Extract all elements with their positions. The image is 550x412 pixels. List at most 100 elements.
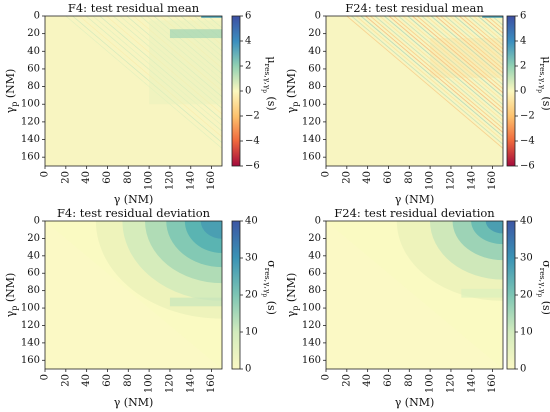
plot-frame <box>44 15 223 167</box>
y-tick-label: 60 <box>27 63 40 74</box>
x-tick-label: 140 <box>185 374 196 393</box>
colorbar-tick-label: −6 <box>245 161 260 172</box>
heatmap-streak <box>153 16 222 75</box>
x-axis-label: γ (NM) <box>114 193 154 206</box>
heatmap-streak <box>126 16 222 98</box>
y-tick-label: 60 <box>27 268 40 279</box>
x-tick-label: 80 <box>123 171 134 184</box>
heatmap-band <box>430 38 503 78</box>
y-tick-label: 40 <box>27 250 40 261</box>
heatmap-streak <box>487 16 503 30</box>
y-tick-label: 100 <box>302 303 321 314</box>
heatmap-streak <box>482 16 503 34</box>
chart-title: F24: test residual mean <box>345 1 484 15</box>
heatmap-lower <box>45 221 222 369</box>
heatmap-band <box>482 16 503 18</box>
x-tick-label: 0 <box>321 374 332 380</box>
heatmap-band <box>200 221 222 239</box>
chart-title: F4: test residual deviation <box>57 206 211 220</box>
x-tick-label: 140 <box>466 171 477 190</box>
y-axis-label: γp (NM) <box>285 273 300 318</box>
y-tick-label: 160 <box>21 355 40 366</box>
colorbar-tick-label: 0 <box>520 86 526 97</box>
heatmap-cells <box>45 221 222 369</box>
y-tick-label: 0 <box>315 11 321 22</box>
colorbar-tick-label: −4 <box>245 136 260 147</box>
heatmap-streak <box>379 16 503 121</box>
heatmap-band <box>169 29 222 39</box>
colorbar-tick-label: 2 <box>245 61 251 72</box>
y-tick-label: 140 <box>21 337 40 348</box>
y-tick-label: 120 <box>21 320 40 331</box>
chart-title: F24: test residual deviation <box>334 206 495 220</box>
y-tick-label: 120 <box>302 320 321 331</box>
heatmap-streak <box>160 16 222 69</box>
colorbar-tick-label: 4 <box>245 36 251 47</box>
x-tick-label: 80 <box>404 171 415 184</box>
heatmap-streak <box>351 16 503 145</box>
x-tick-label: 20 <box>60 374 71 387</box>
colorbar-tick-label: 10 <box>520 327 533 338</box>
heatmap-streak <box>99 16 222 120</box>
heatmap-streak <box>355 16 503 141</box>
x-tick-label: 0 <box>40 171 51 177</box>
colorbar <box>232 221 240 369</box>
y-tick-label: 20 <box>27 28 40 39</box>
y-tick-label: 120 <box>302 116 321 127</box>
y-tick-label: 80 <box>308 285 321 296</box>
colorbar-tick-label: 6 <box>245 11 251 22</box>
y-tick-label: 140 <box>302 134 321 145</box>
heatmap-streak <box>346 16 503 149</box>
heatmap-band <box>485 221 503 234</box>
x-tick-label: 160 <box>487 171 498 190</box>
y-tick-label: 20 <box>308 233 321 244</box>
heatmap-streak <box>369 16 503 129</box>
colorbar-tick-label: 2 <box>520 61 526 72</box>
y-tick-label: 40 <box>27 46 40 57</box>
y-axis-label: γp (NM) <box>4 273 19 318</box>
heatmap-streak <box>473 16 503 42</box>
heatmap-streak <box>444 16 503 66</box>
y-tick-label: 20 <box>27 233 40 244</box>
heatmap-streak <box>412 16 503 94</box>
x-tick-label: 20 <box>341 374 352 387</box>
colorbar-label: μres,γ,γp (s) <box>261 56 278 110</box>
colorbar-tick-label: 10 <box>245 327 258 338</box>
colorbar-tick-label: 4 <box>520 36 526 47</box>
y-tick-label: 60 <box>308 63 321 74</box>
y-tick-label: 0 <box>315 216 321 227</box>
colorbar-tick-label: 0 <box>245 86 251 97</box>
x-tick-label: 40 <box>81 374 92 387</box>
heatmap-band <box>169 297 222 307</box>
heatmap-streak <box>119 16 222 103</box>
x-tick-label: 160 <box>487 374 498 393</box>
x-axis-label: γ (NM) <box>395 193 435 206</box>
y-tick-label: 60 <box>308 268 321 279</box>
colorbar <box>507 16 515 166</box>
plot-frame <box>325 15 504 167</box>
heatmap-streak <box>430 16 503 78</box>
heatmap-streak <box>421 16 503 86</box>
chart-title: F4: test residual mean <box>68 1 200 15</box>
heatmap-streak <box>112 16 222 109</box>
heatmap-streak <box>458 16 503 54</box>
x-axis-label: γ (NM) <box>395 396 435 409</box>
heatmap-band <box>201 16 222 18</box>
x-tick-label: 80 <box>404 374 415 387</box>
y-tick-label: 80 <box>27 285 40 296</box>
x-tick-label: 120 <box>164 374 175 393</box>
colorbar-tick-label: 40 <box>245 216 258 227</box>
y-tick-label: 100 <box>302 99 321 110</box>
x-tick-label: 160 <box>206 171 217 190</box>
y-tick-label: 160 <box>302 152 321 163</box>
heatmap-streak <box>140 16 222 86</box>
colorbar <box>507 221 515 369</box>
y-tick-label: 160 <box>21 152 40 163</box>
x-tick-label: 40 <box>81 171 92 184</box>
heatmap-cells <box>326 16 503 166</box>
heatmap-streak <box>435 16 503 74</box>
heatmap-streak <box>388 16 503 113</box>
x-tick-label: 100 <box>425 171 436 190</box>
heatmap-streak <box>146 16 222 80</box>
